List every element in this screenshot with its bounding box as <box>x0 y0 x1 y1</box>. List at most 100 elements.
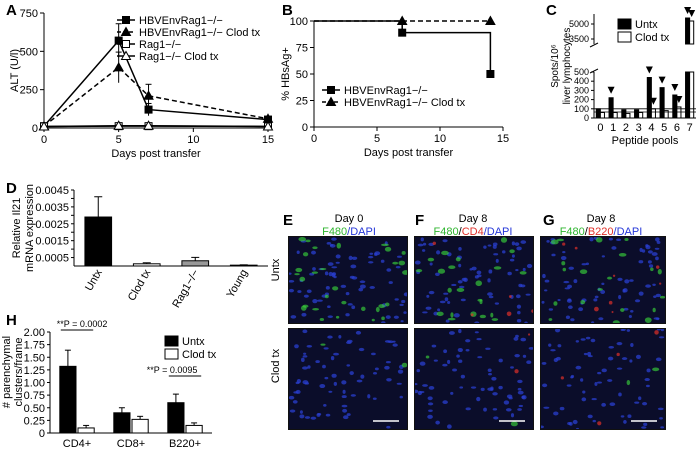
dapi-nucleus <box>340 284 347 288</box>
dapi-nucleus <box>563 280 570 284</box>
dapi-nucleus <box>493 416 499 420</box>
dapi-nucleus <box>292 400 298 404</box>
dapi-nucleus <box>596 381 602 384</box>
dapi-nucleus <box>399 395 403 399</box>
dapi-nucleus <box>331 373 337 378</box>
dapi-nucleus <box>350 264 357 269</box>
dapi-nucleus <box>359 280 366 284</box>
dapi-nucleus <box>458 246 462 251</box>
dapi-nucleus <box>312 299 318 304</box>
dapi-nucleus <box>420 237 424 242</box>
dapi-nucleus <box>367 394 371 399</box>
dapi-nucleus <box>341 395 347 399</box>
dapi-nucleus <box>372 397 377 400</box>
dapi-nucleus <box>526 263 533 269</box>
dapi-nucleus <box>609 402 616 407</box>
dapi-nucleus <box>656 240 661 244</box>
dapi-nucleus <box>514 242 520 246</box>
dapi-nucleus <box>386 378 392 382</box>
a-ytick-label-2: 500 <box>20 46 38 58</box>
dapi-nucleus <box>401 299 406 304</box>
f480-signal <box>579 269 588 275</box>
dapi-nucleus <box>480 387 485 392</box>
dapi-nucleus <box>461 277 467 282</box>
f480-signal <box>402 270 407 275</box>
a-xtick-label-0: 0 <box>41 134 47 146</box>
c-ytick-lower-label-2: 200 <box>574 95 589 105</box>
dapi-nucleus <box>289 409 296 413</box>
dapi-nucleus <box>435 420 440 425</box>
dapi-nucleus <box>585 262 590 266</box>
dapi-nucleus <box>623 307 629 311</box>
dapi-nucleus <box>517 310 521 315</box>
a-point-1-2 <box>143 90 154 100</box>
a-point-1-1 <box>113 61 125 72</box>
dapi-nucleus <box>635 354 641 360</box>
dapi-nucleus <box>335 254 341 259</box>
dapi-nucleus <box>594 295 599 299</box>
dapi-nucleus <box>447 424 452 429</box>
stain-g-3: /DAPI <box>613 226 643 238</box>
dapi-nucleus <box>394 298 399 301</box>
dapi-nucleus <box>465 339 471 343</box>
row-label-clod-tx: Clod tx <box>270 348 282 384</box>
dapi-nucleus <box>616 238 622 241</box>
h-ytick-label-2: 0.50 <box>24 403 45 415</box>
dapi-nucleus <box>301 312 307 317</box>
dapi-nucleus <box>427 396 433 401</box>
f480-signal <box>475 280 482 287</box>
b-xtick-label-0: 0 <box>311 133 317 145</box>
dapi-nucleus <box>476 270 482 275</box>
dapi-nucleus <box>458 359 463 363</box>
dapi-nucleus <box>581 397 587 402</box>
b-x-label: Days post transfer <box>364 147 454 159</box>
dapi-nucleus <box>508 396 513 400</box>
f480-signal <box>500 237 508 243</box>
dapi-nucleus <box>651 252 658 256</box>
dapi-nucleus <box>517 408 522 411</box>
dapi-nucleus <box>629 359 633 363</box>
a-xtick-label-3: 15 <box>262 134 274 146</box>
h-xtick-label-0: CD4+ <box>63 438 91 450</box>
a-legend-marker-1 <box>120 26 132 36</box>
f480-signal <box>519 271 527 275</box>
c-bar-1-7 <box>689 71 695 119</box>
dapi-nucleus <box>422 311 428 314</box>
dapi-nucleus <box>581 263 587 266</box>
dapi-nucleus <box>310 416 317 420</box>
dapi-nucleus <box>513 336 519 341</box>
micrograph-day-g: Day 8 <box>586 213 616 225</box>
dapi-nucleus <box>511 254 515 258</box>
dapi-nucleus <box>457 280 463 284</box>
red-marker-signal <box>654 330 659 335</box>
dapi-nucleus <box>589 237 594 242</box>
dapi-nucleus <box>358 347 365 352</box>
dapi-nucleus <box>509 258 515 262</box>
dapi-nucleus <box>590 338 596 343</box>
dapi-nucleus <box>522 267 526 272</box>
dapi-nucleus <box>342 408 348 413</box>
f480-signal <box>398 260 406 266</box>
dapi-nucleus <box>515 334 519 338</box>
dapi-nucleus <box>346 413 351 417</box>
red-marker-signal <box>659 282 662 285</box>
f480-signal <box>336 242 342 249</box>
dapi-nucleus <box>325 413 331 417</box>
dapi-nucleus <box>431 344 437 348</box>
micrograph-title-e: Day 0 F480/DAPI <box>290 213 408 239</box>
dapi-nucleus <box>307 365 311 369</box>
f480-signal <box>415 269 423 273</box>
dapi-nucleus <box>396 382 402 385</box>
c-ytick-lower-label-0: 0 <box>584 113 589 123</box>
dapi-nucleus <box>470 386 477 389</box>
dapi-nucleus <box>474 321 480 323</box>
dapi-nucleus <box>302 329 308 334</box>
c-legend-label-1: Clod tx <box>635 32 670 44</box>
dapi-nucleus <box>360 374 365 379</box>
dapi-nucleus <box>435 272 440 276</box>
f480-signal <box>657 268 662 275</box>
d-y-label-line2: mRNA expression <box>24 184 36 272</box>
d-bar-0 <box>84 216 113 267</box>
stain-f-2: CD4 <box>461 226 484 238</box>
